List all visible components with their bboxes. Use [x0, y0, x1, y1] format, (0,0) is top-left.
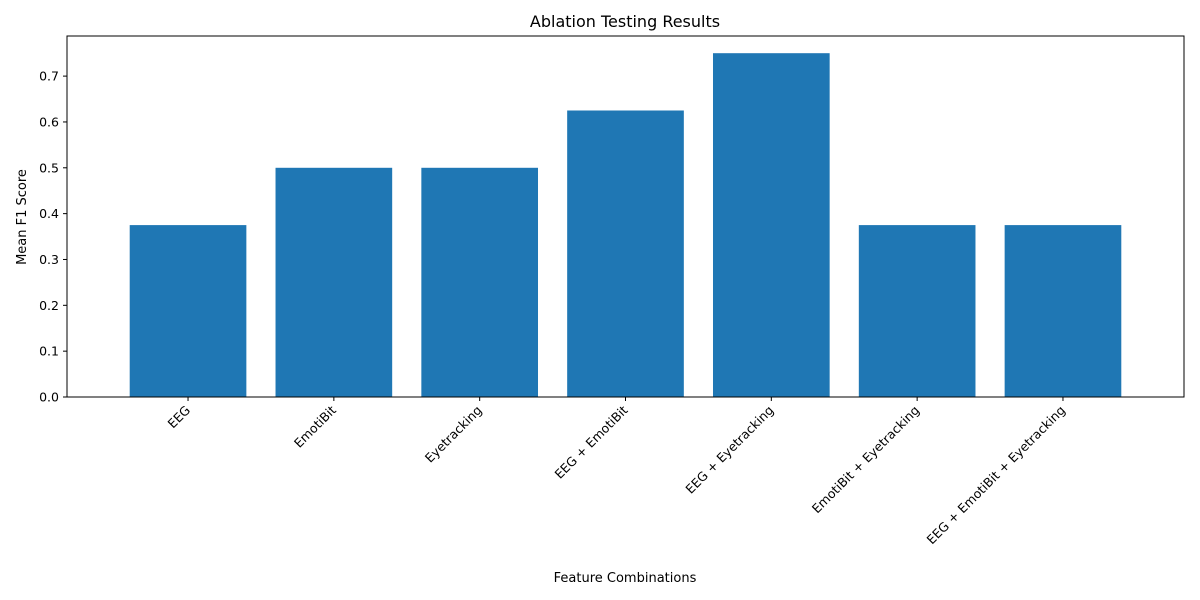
y-tick-label: 0.0 — [39, 390, 59, 405]
x-tick-label: EEG + EmotiBit — [551, 402, 630, 481]
x-tick-label: Eyetracking — [422, 403, 485, 466]
y-tick-label: 0.7 — [39, 69, 59, 84]
bar-1 — [130, 225, 247, 397]
y-tick-label: 0.1 — [39, 344, 59, 359]
bar-2 — [276, 168, 393, 397]
x-axis: EEG EmotiBit Eyetracking EEG + EmotiBit EEG … — [165, 397, 1069, 547]
bar-6 — [859, 225, 976, 397]
bar-7 — [1005, 225, 1122, 397]
x-tick-label: EEG — [165, 403, 194, 432]
y-tick-label: 0.6 — [39, 114, 59, 129]
x-tick-label: EEG + EmotiBit + Eyetracking — [923, 403, 1068, 548]
y-tick-label: 0.2 — [39, 298, 59, 313]
bars-group — [130, 53, 1122, 397]
bar-4 — [567, 110, 684, 397]
y-axis-label: Mean F1 Score — [15, 169, 30, 265]
x-tick-label: EmotiBit + Eyetracking — [809, 403, 923, 517]
y-tick-label: 0.3 — [39, 252, 59, 267]
bar-3 — [421, 168, 538, 397]
x-axis-label: Feature Combinations — [554, 571, 697, 586]
y-axis: 0.0 0.1 0.2 0.3 0.4 0.5 0.6 0.7 — [39, 69, 67, 405]
y-tick-label: 0.5 — [39, 160, 59, 175]
x-tick-label: EmotiBit — [291, 402, 339, 450]
y-tick-label: 0.4 — [39, 206, 59, 221]
bar-5 — [713, 53, 830, 397]
x-tick-label: EEG + Eyetracking — [682, 403, 776, 497]
chart-title: Ablation Testing Results — [530, 12, 720, 31]
